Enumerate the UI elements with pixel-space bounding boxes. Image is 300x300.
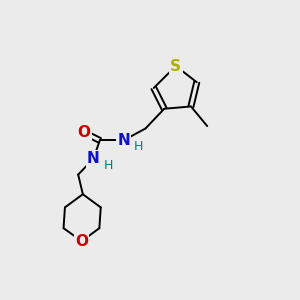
Text: H: H (104, 159, 113, 172)
Text: O: O (75, 234, 88, 249)
Text: H: H (134, 140, 143, 153)
Text: S: S (170, 58, 181, 74)
Text: N: N (117, 133, 130, 148)
Text: N: N (87, 152, 100, 166)
Text: O: O (77, 125, 91, 140)
